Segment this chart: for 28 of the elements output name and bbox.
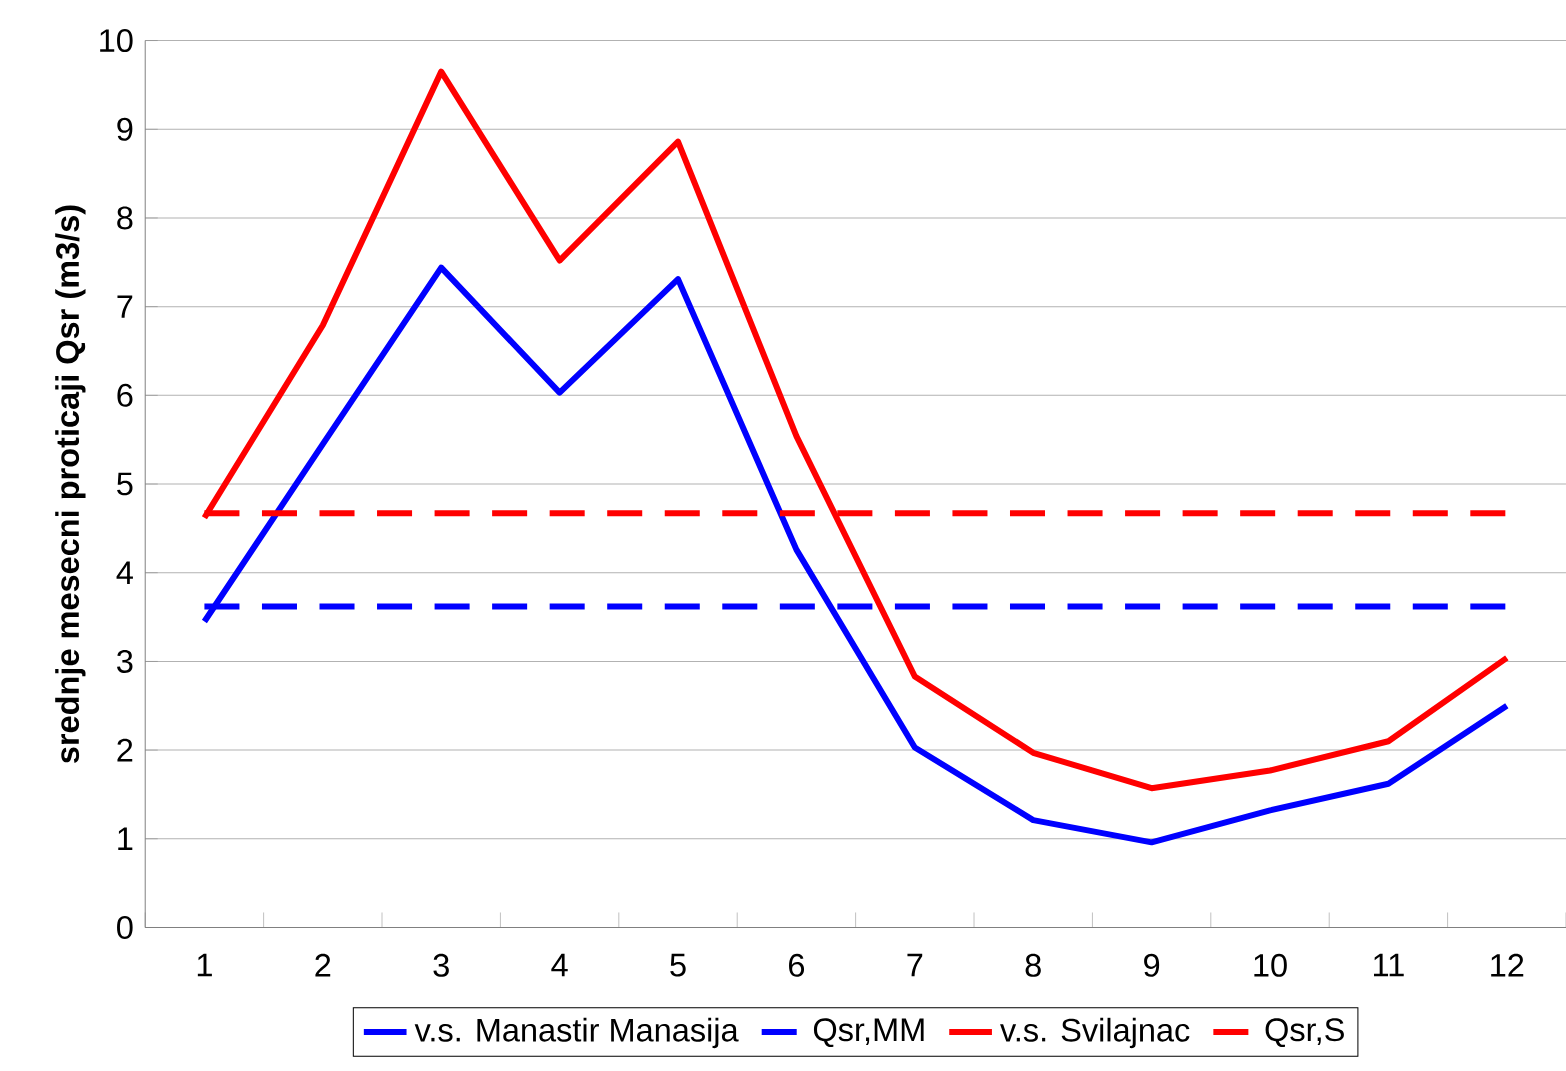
x-tick-label: 12 xyxy=(1491,954,1524,977)
y-tick-label: 8 xyxy=(117,206,133,230)
x-tick-label: 9 xyxy=(1144,954,1160,978)
y-tick-label: 0 xyxy=(117,916,133,940)
x-tick-label: 4 xyxy=(551,954,568,977)
legend-label: v.s. Svilajnac xyxy=(1000,1018,1190,1049)
y-tick-label: 7 xyxy=(117,295,133,319)
legend-label: Qsr,MM xyxy=(813,1018,924,1048)
x-tick-label: 1 xyxy=(197,954,212,977)
y-axis-title: srednje mesecni proticaji Qsr (m3/s) xyxy=(55,205,86,764)
x-tick-label: 7 xyxy=(907,954,923,977)
legend-label: Qsr,S xyxy=(1265,1018,1344,1048)
y-tick-label: 4 xyxy=(116,561,133,585)
y-tick-label: 6 xyxy=(117,384,133,408)
x-tick-label: 8 xyxy=(1025,954,1041,978)
x-tick-label: 2 xyxy=(315,954,331,977)
x-tick-label: 11 xyxy=(1374,954,1404,977)
x-tick-label: 3 xyxy=(433,954,449,978)
x-tick-label: 6 xyxy=(789,954,805,978)
y-tick-label: 2 xyxy=(117,738,133,762)
x-tick-label: 10 xyxy=(1254,954,1287,978)
y-tick-label: 1 xyxy=(118,827,133,851)
y-tick-label: 10 xyxy=(100,29,133,53)
x-tick-label: 5 xyxy=(670,954,686,977)
y-tick-label: 3 xyxy=(117,650,133,674)
legend-label: v.s. Manastir Manasija xyxy=(414,1018,739,1049)
y-tick-label: 9 xyxy=(117,117,133,141)
y-tick-label: 5 xyxy=(117,472,133,496)
